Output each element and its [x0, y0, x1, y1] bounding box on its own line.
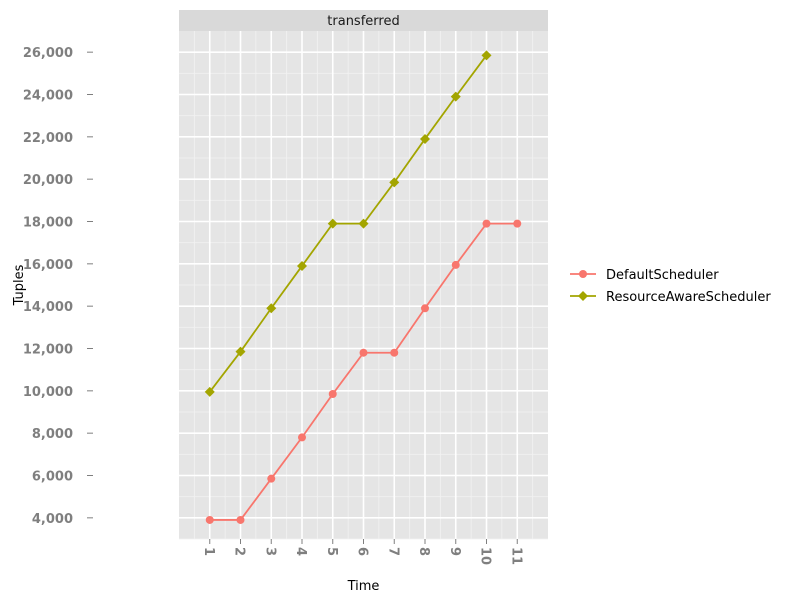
legend-item: DefaultScheduler [570, 268, 719, 283]
y-tick-label: 10,000 [23, 385, 73, 400]
data-point [481, 50, 492, 61]
data-point [298, 433, 306, 442]
y-axis: 4,000 6,000 8,000 10,000 12,000 14,000 16,000 1… [23, 46, 93, 527]
x-tick-label: 4 [293, 547, 308, 556]
x-tick-label: 8 [416, 547, 431, 556]
y-tick-label: 16,000 [23, 258, 73, 273]
facet-strip [179, 10, 548, 31]
legend-label: DefaultScheduler [606, 268, 719, 283]
x-tick-label: 9 [447, 547, 462, 556]
y-tick-label: 14,000 [23, 300, 73, 315]
data-point [450, 91, 461, 102]
data-point [205, 515, 214, 524]
y-tick-label: 22,000 [23, 131, 73, 146]
series-layer [204, 50, 522, 524]
series-2 [204, 50, 492, 397]
data-point [267, 474, 276, 483]
data-point [328, 390, 337, 399]
y-tick-label: 20,000 [23, 173, 73, 188]
data-point [236, 515, 245, 524]
x-tick-label: 7 [385, 547, 400, 556]
x-tick-label: 2 [232, 547, 247, 556]
legend: DefaultScheduler ResourceAwareScheduler [570, 268, 771, 305]
legend-label: ResourceAwareScheduler [606, 290, 771, 305]
x-tick-label: 6 [355, 547, 370, 556]
y-tick-label: 4,000 [32, 512, 73, 527]
legend-item: ResourceAwareScheduler [570, 290, 771, 305]
y-axis-title: Tuples [12, 264, 27, 306]
data-point [297, 260, 307, 271]
y-tick-label: 18,000 [23, 216, 73, 231]
data-point [451, 260, 460, 269]
x-tick-label: 10 [478, 547, 493, 565]
x-tick-label: 11 [508, 547, 523, 565]
y-tick-label: 8,000 [32, 427, 73, 442]
data-point [390, 348, 399, 357]
x-tick-label: 1 [201, 547, 216, 556]
data-point [421, 304, 429, 313]
y-tick-label: 26,000 [23, 46, 73, 61]
data-point [204, 386, 215, 397]
legend-key-marker [578, 291, 588, 301]
data-point [327, 218, 338, 229]
x-tick-label: 5 [324, 547, 339, 556]
series-line [209, 54, 488, 393]
x-tick-label: 3 [262, 547, 277, 556]
data-point [359, 348, 368, 357]
series-1 [205, 219, 522, 524]
data-point [266, 303, 277, 314]
y-tick-label: 12,000 [23, 343, 73, 358]
legend-key-marker [579, 270, 587, 278]
data-point [235, 346, 246, 357]
x-axis-title: Time [347, 579, 380, 594]
data-point [389, 177, 400, 188]
facet-label: transferred [327, 14, 399, 29]
data-point [513, 219, 522, 228]
y-tick-label: 24,000 [23, 89, 73, 104]
data-point [482, 219, 491, 228]
x-axis: 1 2 3 4 5 6 7 8 9 10 11 [201, 539, 523, 565]
grid [179, 31, 548, 540]
data-point [358, 218, 369, 229]
data-point [420, 133, 430, 144]
y-tick-label: 6,000 [32, 470, 73, 485]
